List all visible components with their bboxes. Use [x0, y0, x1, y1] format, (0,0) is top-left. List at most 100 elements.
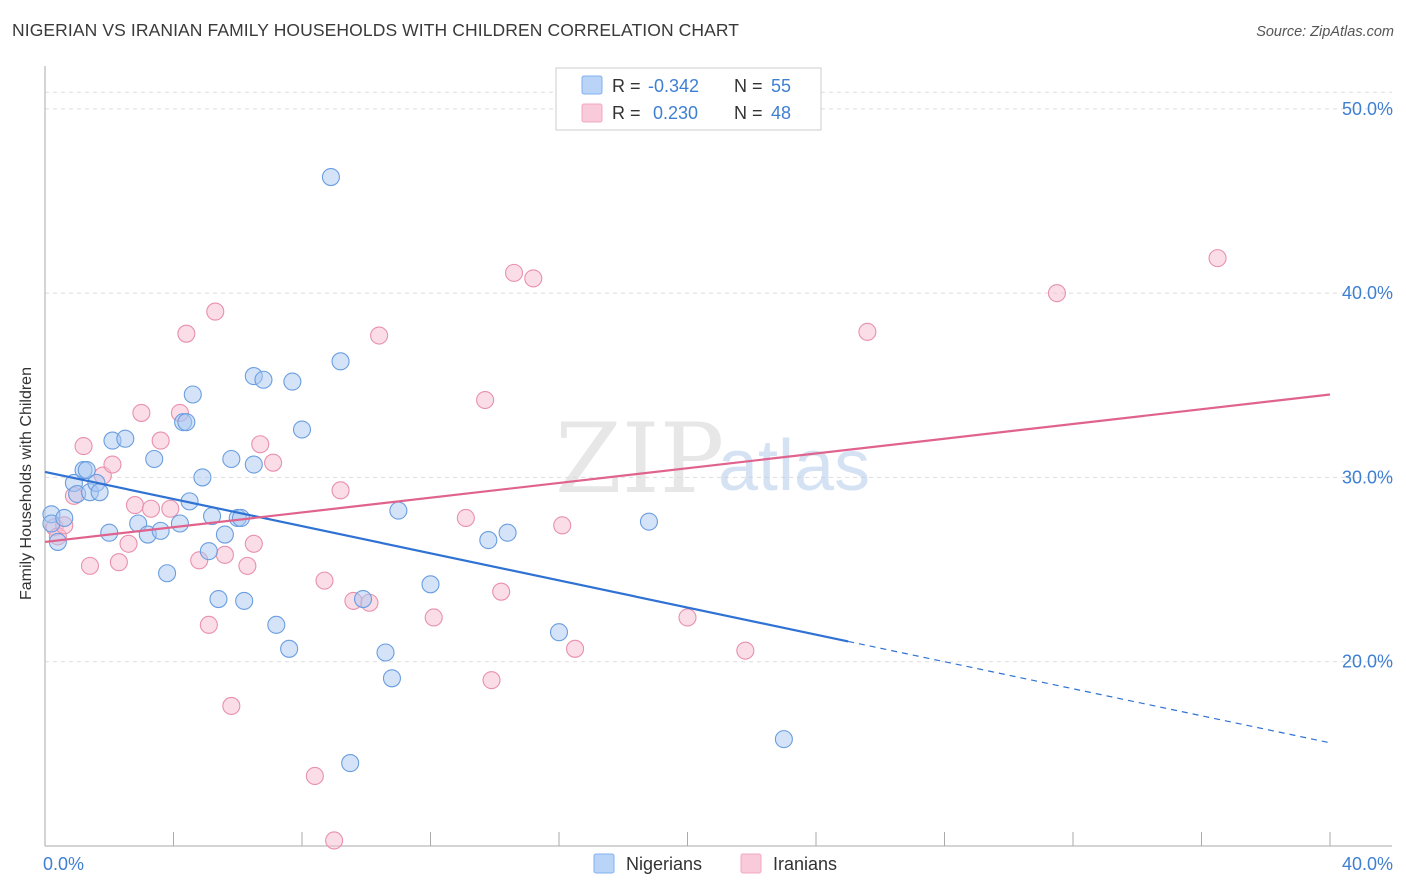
- nigerian-trend-extension: [848, 640, 1331, 744]
- legend-label-iranians: Iranians: [773, 854, 837, 874]
- watermark-atlas: atlas: [718, 426, 870, 506]
- nigerian-point: [549, 623, 569, 642]
- iranian-point: [74, 437, 93, 456]
- y-tick-label: 20.0%: [1342, 652, 1393, 672]
- iranian-point: [132, 403, 151, 422]
- nigerian-point: [116, 429, 135, 448]
- iranian-point: [858, 322, 877, 341]
- nigerian-point: [267, 615, 286, 634]
- nigerian-point: [170, 514, 189, 533]
- x-tick-label: 40.0%: [1342, 854, 1393, 874]
- iranian-trend-line: [44, 393, 1331, 544]
- nigerian-point: [100, 523, 119, 542]
- iranian-point: [141, 499, 161, 518]
- nigerian-point: [183, 385, 202, 404]
- iranian-point: [424, 608, 443, 627]
- nigerian-point: [55, 508, 74, 528]
- nigerian-point: [235, 591, 254, 610]
- iranian-point: [1047, 284, 1066, 303]
- nigerian-point: [639, 512, 659, 531]
- series-legend: Nigerians Iranians: [593, 853, 837, 874]
- iranian-point: [504, 263, 524, 282]
- legend-swatch-nigerians: [593, 853, 615, 874]
- iranian-point: [119, 534, 138, 553]
- iranian-point: [476, 390, 495, 410]
- n-value-nigerian: 55: [771, 76, 791, 96]
- iranian-point: [199, 615, 218, 634]
- iranian-point: [305, 766, 324, 786]
- iranian-point: [678, 608, 697, 627]
- nigerian-trend-line: [44, 470, 849, 643]
- nigerian-point: [376, 643, 395, 662]
- r-value-iranian: 0.230: [648, 103, 698, 123]
- nigerian-point: [421, 575, 440, 594]
- nigerian-point: [280, 639, 299, 658]
- axes: [44, 66, 1392, 847]
- trend-lines: [44, 393, 1331, 744]
- nigerian-point: [199, 542, 218, 561]
- iranian-point: [456, 508, 475, 528]
- nigerian-point: [77, 461, 96, 480]
- iranian-point: [244, 534, 263, 553]
- iranian-point: [566, 639, 585, 658]
- iranian-point: [151, 431, 170, 450]
- y-tick-label: 30.0%: [1342, 467, 1393, 487]
- nigerian-point: [283, 372, 302, 391]
- legend-label-nigerians: Nigerians: [626, 854, 702, 874]
- iranian-point: [206, 302, 225, 321]
- nigerian-point: [215, 525, 234, 544]
- r-value-nigerian: -0.342: [648, 76, 699, 96]
- iranian-point: [80, 556, 100, 575]
- iranian-point: [222, 696, 241, 715]
- n-label-nigerian: N =: [734, 76, 763, 96]
- x-tick-labels: 0.0% 40.0%: [43, 854, 1393, 874]
- iranian-point: [177, 324, 196, 343]
- iranian-point: [736, 641, 755, 660]
- iranian-swatch: [581, 103, 603, 123]
- iranian-point: [553, 516, 572, 535]
- nigerian-point: [341, 754, 360, 773]
- nigerian-point: [498, 523, 517, 542]
- nigerian-point: [382, 669, 402, 688]
- nigerian-point: [774, 730, 793, 749]
- x-tick-label: 0.0%: [43, 854, 84, 874]
- r-label-iranian: R =: [612, 103, 641, 123]
- nigerian-point: [321, 167, 340, 187]
- iranian-point: [215, 545, 234, 564]
- nigerian-point: [254, 370, 273, 389]
- n-label-iranian: N =: [734, 103, 763, 123]
- iranian-point: [315, 571, 334, 590]
- nigerian-point: [193, 468, 212, 487]
- iranian-point: [161, 499, 180, 518]
- y-tick-label: 50.0%: [1342, 99, 1393, 119]
- iranian-point: [370, 326, 389, 345]
- chart-title: NIGERIAN VS IRANIAN FAMILY HOUSEHOLDS WI…: [12, 20, 740, 40]
- watermark: ZIP atlas: [555, 403, 870, 515]
- iranian-point: [482, 671, 501, 690]
- iranian-point: [103, 455, 122, 474]
- nigerian-point: [331, 352, 350, 371]
- n-value-iranian: 48: [771, 103, 791, 123]
- iranian-point: [325, 831, 344, 850]
- iranian-point: [1208, 249, 1227, 268]
- y-tick-labels: 20.0% 30.0% 40.0% 50.0%: [1342, 99, 1393, 672]
- iranian-point: [331, 481, 350, 500]
- source-label: Source: ZipAtlas.com: [1256, 24, 1394, 40]
- iranian-point: [109, 553, 128, 572]
- nigerian-point: [292, 420, 312, 439]
- watermark-zip: ZIP: [555, 403, 724, 515]
- iranian-point: [238, 556, 257, 575]
- nigerian-point: [90, 483, 109, 502]
- iranian-point: [524, 269, 543, 288]
- iranian-point: [492, 582, 511, 601]
- legend-swatch-iranians: [740, 853, 762, 874]
- nigerian-point: [353, 590, 373, 609]
- nigerian-point: [244, 455, 263, 474]
- r-label-nigerian: R =: [612, 76, 641, 96]
- correlation-legend: R = -0.342 N = 55 R = 0.230 N = 48: [555, 67, 822, 131]
- nigerian-point: [209, 590, 228, 609]
- iranian-point: [251, 435, 270, 454]
- nigerian-point: [222, 449, 241, 469]
- nigerian-point: [151, 521, 170, 540]
